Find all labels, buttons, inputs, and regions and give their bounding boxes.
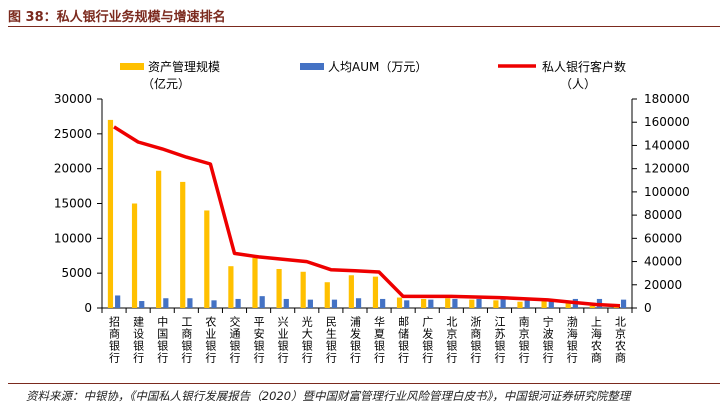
bar-aum — [115, 295, 121, 308]
combo-chart: 资产管理规模 （亿元） 人均AUM（万元） 私人银行客户数 （人） 0 5000 1… — [54, 59, 690, 364]
x-category-label: 建设银行 — [132, 315, 145, 364]
bar-assets — [156, 170, 162, 308]
bar-assets — [348, 275, 354, 308]
y-right-tick-label: 20000 — [644, 278, 682, 292]
bar-aum — [163, 298, 169, 308]
bar-aum — [283, 298, 289, 308]
y-left-tick-label: 25000 — [54, 127, 92, 141]
x-category-label: 北京银行 — [445, 316, 458, 364]
x-category-label: 江苏银行 — [493, 316, 506, 364]
legend: 资产管理规模 （亿元） 人均AUM（万元） 私人银行客户数 （人） — [120, 59, 626, 91]
bar-aum — [355, 298, 362, 308]
y-left-tick-label: 15000 — [54, 197, 92, 211]
bar-assets — [204, 210, 210, 308]
x-category-label: 浙商银行 — [469, 316, 482, 364]
x-category-label: 兴业银行 — [276, 316, 289, 364]
bar-assets — [180, 181, 186, 308]
bar-assets — [228, 266, 234, 308]
bar-assets — [396, 297, 403, 308]
x-category-label: 农业银行 — [204, 315, 217, 364]
bar-aum — [476, 298, 482, 308]
x-category-label: 招商银行 — [108, 315, 121, 364]
y-right-tick-label: 80000 — [644, 208, 682, 222]
legend-label-clients-unit: （人） — [560, 77, 596, 91]
bar-aum — [380, 298, 386, 308]
bar-assets — [276, 268, 282, 308]
y-left-tick-label: 0 — [84, 301, 92, 315]
bar-aum — [307, 299, 313, 308]
y-left-tick-label: 5000 — [61, 266, 92, 280]
bar-assets — [589, 305, 595, 308]
bar-aum — [404, 300, 410, 308]
bar-assets — [541, 300, 547, 308]
x-category-label: 工商银行 — [180, 316, 193, 364]
bar-assets — [517, 301, 523, 308]
figure-header: 图 38：私人银行业务规模与增速排名 — [0, 0, 728, 28]
bar-assets — [493, 300, 499, 308]
x-category-label: 民生银行 — [324, 316, 337, 364]
y-left-tick-label: 30000 — [54, 92, 92, 106]
x-category-label: 浦发银行 — [348, 316, 361, 364]
y-right-tick-label: 140000 — [644, 138, 690, 152]
bar-assets — [372, 276, 379, 308]
footer-divider — [8, 383, 720, 384]
legend-swatch-aum — [300, 63, 324, 70]
bar-aum — [548, 300, 554, 308]
legend-label-assets: 资产管理规模 — [148, 59, 220, 74]
bar-assets — [613, 306, 619, 308]
bar-assets — [421, 298, 427, 308]
y-left-tick-label: 20000 — [54, 162, 92, 176]
bar-aum — [235, 298, 241, 308]
legend-label-aum: 人均AUM（万元） — [328, 60, 427, 74]
bar-aum — [452, 298, 458, 308]
bar-aum — [139, 301, 145, 308]
title-divider — [8, 26, 720, 27]
line-clients — [113, 125, 621, 308]
x-category-label: 平安银行 — [252, 316, 265, 364]
bar-aum — [524, 299, 530, 308]
y-right-tick-label: 180000 — [644, 92, 690, 106]
bar-aum — [187, 298, 193, 308]
x-category-label: 邮储银行 — [397, 316, 410, 364]
legend-label-assets-unit: （亿元） — [142, 76, 190, 91]
bar-aum — [211, 300, 217, 308]
bar-assets — [131, 203, 138, 308]
legend-swatch-assets — [120, 63, 144, 70]
x-category-label: 南京银行 — [517, 316, 530, 364]
bar-aum — [500, 298, 506, 308]
x-category-label: 宁波银行 — [541, 315, 554, 364]
bar-assets — [300, 271, 306, 308]
x-category-label: 光大银行 — [300, 315, 313, 364]
bar-assets — [324, 282, 330, 308]
x-category-label: 上海农商 — [589, 316, 602, 364]
bar-assets — [107, 119, 114, 309]
y-right-tick-label: 0 — [644, 301, 652, 315]
y-right-tick-label: 160000 — [644, 115, 690, 129]
bar-aum — [428, 299, 434, 308]
y-right-tick-label: 120000 — [644, 162, 690, 176]
y-left-tick-label: 10000 — [54, 231, 92, 245]
source-note: 资料来源：中银协，《中国私人银行发展报告（2020）暨中国财富管理行业风险管理白… — [26, 389, 631, 403]
bar-assets — [445, 298, 451, 308]
x-category-label: 交通银行 — [228, 315, 241, 364]
x-category-label: 渤海银行 — [565, 316, 578, 364]
x-category-label: 广发银行 — [421, 316, 434, 364]
figure-title: 图 38：私人银行业务规模与增速排名 — [8, 10, 226, 25]
y-right-tick-label: 100000 — [644, 185, 690, 199]
bar-aum — [620, 299, 627, 308]
legend-label-clients: 私人银行客户数 — [542, 59, 626, 74]
bar-aum — [331, 299, 338, 308]
x-category-label: 北京农商 — [613, 316, 626, 364]
y-right-tick-label: 40000 — [644, 255, 682, 269]
x-category-label: 中国银行 — [156, 316, 169, 364]
bar-assets — [565, 301, 571, 308]
y-right-tick-label: 60000 — [644, 231, 682, 245]
bar-aum — [259, 296, 265, 308]
bar-assets — [252, 257, 258, 308]
bar-assets — [469, 299, 475, 308]
x-category-label: 华夏银行 — [373, 315, 386, 364]
